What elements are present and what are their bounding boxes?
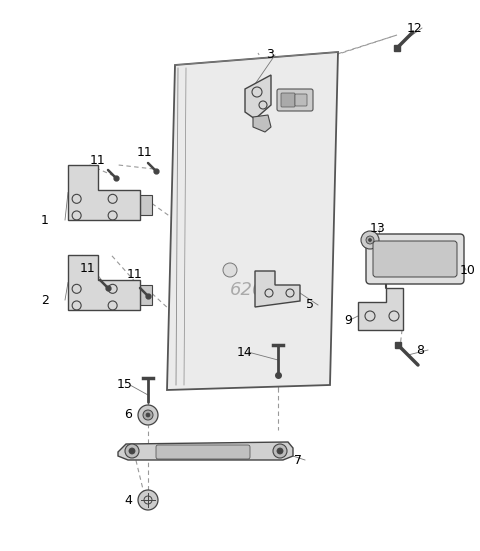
- Text: 13: 13: [370, 222, 386, 235]
- Text: 14: 14: [237, 345, 253, 359]
- Text: 6: 6: [124, 408, 132, 422]
- Text: 5: 5: [306, 299, 314, 311]
- Circle shape: [361, 231, 379, 249]
- FancyBboxPatch shape: [277, 89, 313, 111]
- Circle shape: [277, 448, 283, 454]
- Text: 2: 2: [41, 294, 49, 306]
- Text: 11: 11: [90, 154, 106, 166]
- Text: 4: 4: [124, 494, 132, 506]
- Text: 11: 11: [137, 147, 153, 159]
- Text: 7: 7: [294, 453, 302, 467]
- Circle shape: [223, 263, 237, 277]
- Polygon shape: [167, 52, 338, 390]
- FancyBboxPatch shape: [295, 94, 307, 106]
- Circle shape: [138, 405, 158, 425]
- Text: 3: 3: [266, 48, 274, 62]
- Polygon shape: [245, 75, 271, 119]
- Polygon shape: [68, 255, 140, 310]
- Text: 15: 15: [117, 379, 133, 392]
- Circle shape: [366, 236, 374, 244]
- Polygon shape: [255, 271, 300, 307]
- Text: 9: 9: [344, 314, 352, 327]
- Text: 6200: 6200: [230, 281, 276, 299]
- Circle shape: [369, 239, 372, 241]
- FancyBboxPatch shape: [156, 445, 250, 459]
- FancyBboxPatch shape: [366, 234, 464, 284]
- Text: 10: 10: [460, 263, 476, 277]
- Circle shape: [273, 444, 287, 458]
- FancyBboxPatch shape: [373, 241, 457, 277]
- Circle shape: [129, 448, 135, 454]
- Text: 11: 11: [127, 268, 143, 282]
- Circle shape: [143, 410, 153, 420]
- Text: 11: 11: [80, 262, 96, 274]
- Text: 8: 8: [416, 343, 424, 356]
- Text: 12: 12: [407, 21, 423, 35]
- Text: 1: 1: [41, 213, 49, 226]
- Polygon shape: [140, 195, 152, 214]
- Polygon shape: [118, 442, 293, 460]
- Circle shape: [125, 444, 139, 458]
- Polygon shape: [68, 165, 140, 220]
- Polygon shape: [140, 285, 152, 305]
- FancyBboxPatch shape: [281, 93, 295, 107]
- Circle shape: [146, 413, 150, 417]
- Circle shape: [138, 490, 158, 510]
- Polygon shape: [253, 115, 271, 132]
- Polygon shape: [358, 288, 403, 330]
